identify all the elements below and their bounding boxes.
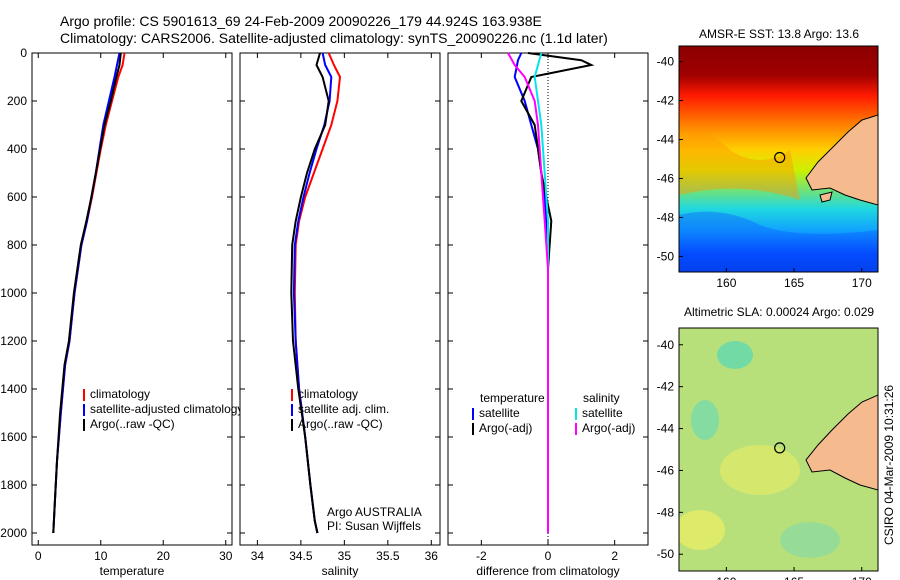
sst-argo-position-marker <box>774 151 786 164</box>
x-axis-label: difference from climatology <box>476 564 619 578</box>
sst-island <box>819 191 833 203</box>
y-tick-label: 400 <box>7 142 27 156</box>
legend-group-title: salinity <box>583 391 620 405</box>
x-tick-label: 30 <box>219 549 233 563</box>
map-y-tick-label: -44 <box>657 422 675 436</box>
y-tick-label: 1200 <box>0 334 27 348</box>
legend-label: Argo(-adj) <box>479 421 532 435</box>
x-tick-label: 20 <box>157 549 171 563</box>
sst-map-frame <box>678 45 879 273</box>
map-x-tick-label: 170 <box>852 575 872 580</box>
map-y-tick-label: -50 <box>657 547 675 561</box>
header-line2: Climatology: CARS2006. Satellite-adjuste… <box>60 30 608 46</box>
map-y-tick-label: -44 <box>657 133 675 147</box>
map-y-tick-label: -48 <box>657 210 675 224</box>
x-tick-label: 34.5 <box>289 549 313 563</box>
annotation-text: PI: Susan Wijffels <box>327 519 421 533</box>
series-line-argo-raw-qc- <box>52 52 122 534</box>
plot-frame <box>31 52 233 546</box>
legend-label: Argo(..raw -QC) <box>90 417 175 431</box>
sla-argo-position-marker <box>774 442 786 454</box>
legend-label: satellite adj. clim. <box>298 402 389 416</box>
x-tick-label: 2 <box>611 549 618 563</box>
legend-label: satellite-adjusted climatology <box>90 402 243 416</box>
map-x-tick-label: 160 <box>716 575 736 580</box>
legend-label: satellite <box>479 406 520 420</box>
sla-cyan-patch <box>717 341 753 369</box>
y-tick-label: 1400 <box>0 382 27 396</box>
x-axis-label: salinity <box>322 564 359 578</box>
series-line-argo-raw-qc- <box>290 52 330 534</box>
x-tick-label: 0 <box>35 549 42 563</box>
map-y-tick-label: -42 <box>657 380 675 394</box>
y-tick-label: 0 <box>20 46 27 60</box>
legend-group-title: temperature <box>480 391 545 405</box>
sla-map-title: Altimetric SLA: 0.00024 Argo: 0.029 <box>684 305 874 319</box>
x-tick-label: 35 <box>338 549 352 563</box>
map-y-tick-label: -40 <box>657 338 675 352</box>
map-y-tick-label: -46 <box>657 463 675 477</box>
annotation-text: Argo AUSTRALIA <box>327 505 422 519</box>
map-y-tick-label: -46 <box>657 171 675 185</box>
y-tick-label: 200 <box>7 94 27 108</box>
legend-label: Argo(..raw -QC) <box>298 417 383 431</box>
sla-cyan-patch <box>691 400 719 440</box>
legend-label: climatology <box>90 387 150 401</box>
series-line-salinity-argo-adj- <box>507 52 549 533</box>
x-tick-label: 10 <box>94 549 108 563</box>
y-tick-label: 1000 <box>0 286 27 300</box>
map-x-tick-label: 160 <box>716 276 736 290</box>
map-y-tick-label: -40 <box>657 55 675 69</box>
x-tick-label: -2 <box>476 549 487 563</box>
sla-yellow-patch <box>679 510 725 550</box>
sst-cool-blob <box>679 211 878 272</box>
map-x-tick-label: 170 <box>852 276 872 290</box>
sla-map-frame <box>678 327 879 572</box>
x-axis-label: temperature <box>100 564 165 578</box>
sla-land <box>805 394 878 491</box>
sst-land <box>805 114 878 206</box>
map-x-tick-label: 165 <box>784 276 804 290</box>
map-y-tick-label: -42 <box>657 94 675 108</box>
sst-map: AMSR-E SST: 13.8 Argo: 13.6 160 165 170 -40… <box>657 27 879 290</box>
y-tick-label: 600 <box>7 190 27 204</box>
y-tick-label: 800 <box>7 238 27 252</box>
map-y-tick-label: -48 <box>657 505 675 519</box>
sst-warm-blob <box>679 132 800 200</box>
x-tick-label: 36 <box>425 549 439 563</box>
map-y-tick-label: -50 <box>657 249 675 263</box>
y-tick-label: 1800 <box>0 478 27 492</box>
legend-label: satellite <box>582 406 623 420</box>
sla-map: Altimetric SLA: 0.00024 Argo: 0.029 160 1… <box>657 305 879 580</box>
x-tick-label: 34 <box>251 549 265 563</box>
sla-yellow-patch <box>720 445 800 495</box>
legend-label: climatology <box>298 387 358 401</box>
temperature-panel: 0 10 20 30 temperature 0 200 400 600 800 1000 1200 1… <box>0 46 243 578</box>
sst-map-title: AMSR-E SST: 13.8 Argo: 13.6 <box>699 27 859 41</box>
side-timestamp-label: CSIRO 04-Mar-2009 10:31:26 <box>882 385 896 545</box>
plot-frame <box>239 52 441 546</box>
header-line1: Argo profile: CS 5901613_69 24-Feb-2009 … <box>60 13 542 29</box>
x-tick-label: 0 <box>545 549 552 563</box>
map-x-tick-label: 165 <box>784 575 804 580</box>
legend-label: Argo(-adj) <box>582 421 635 435</box>
sla-cyan-patch <box>780 522 840 558</box>
y-tick-label: 2000 <box>0 526 27 540</box>
y-tick-label: 1600 <box>0 430 27 444</box>
salinity-panel: 34 34.5 35 35.5 36 salinity climatologysatelli… <box>239 52 441 578</box>
x-tick-label: 35.5 <box>376 549 400 563</box>
